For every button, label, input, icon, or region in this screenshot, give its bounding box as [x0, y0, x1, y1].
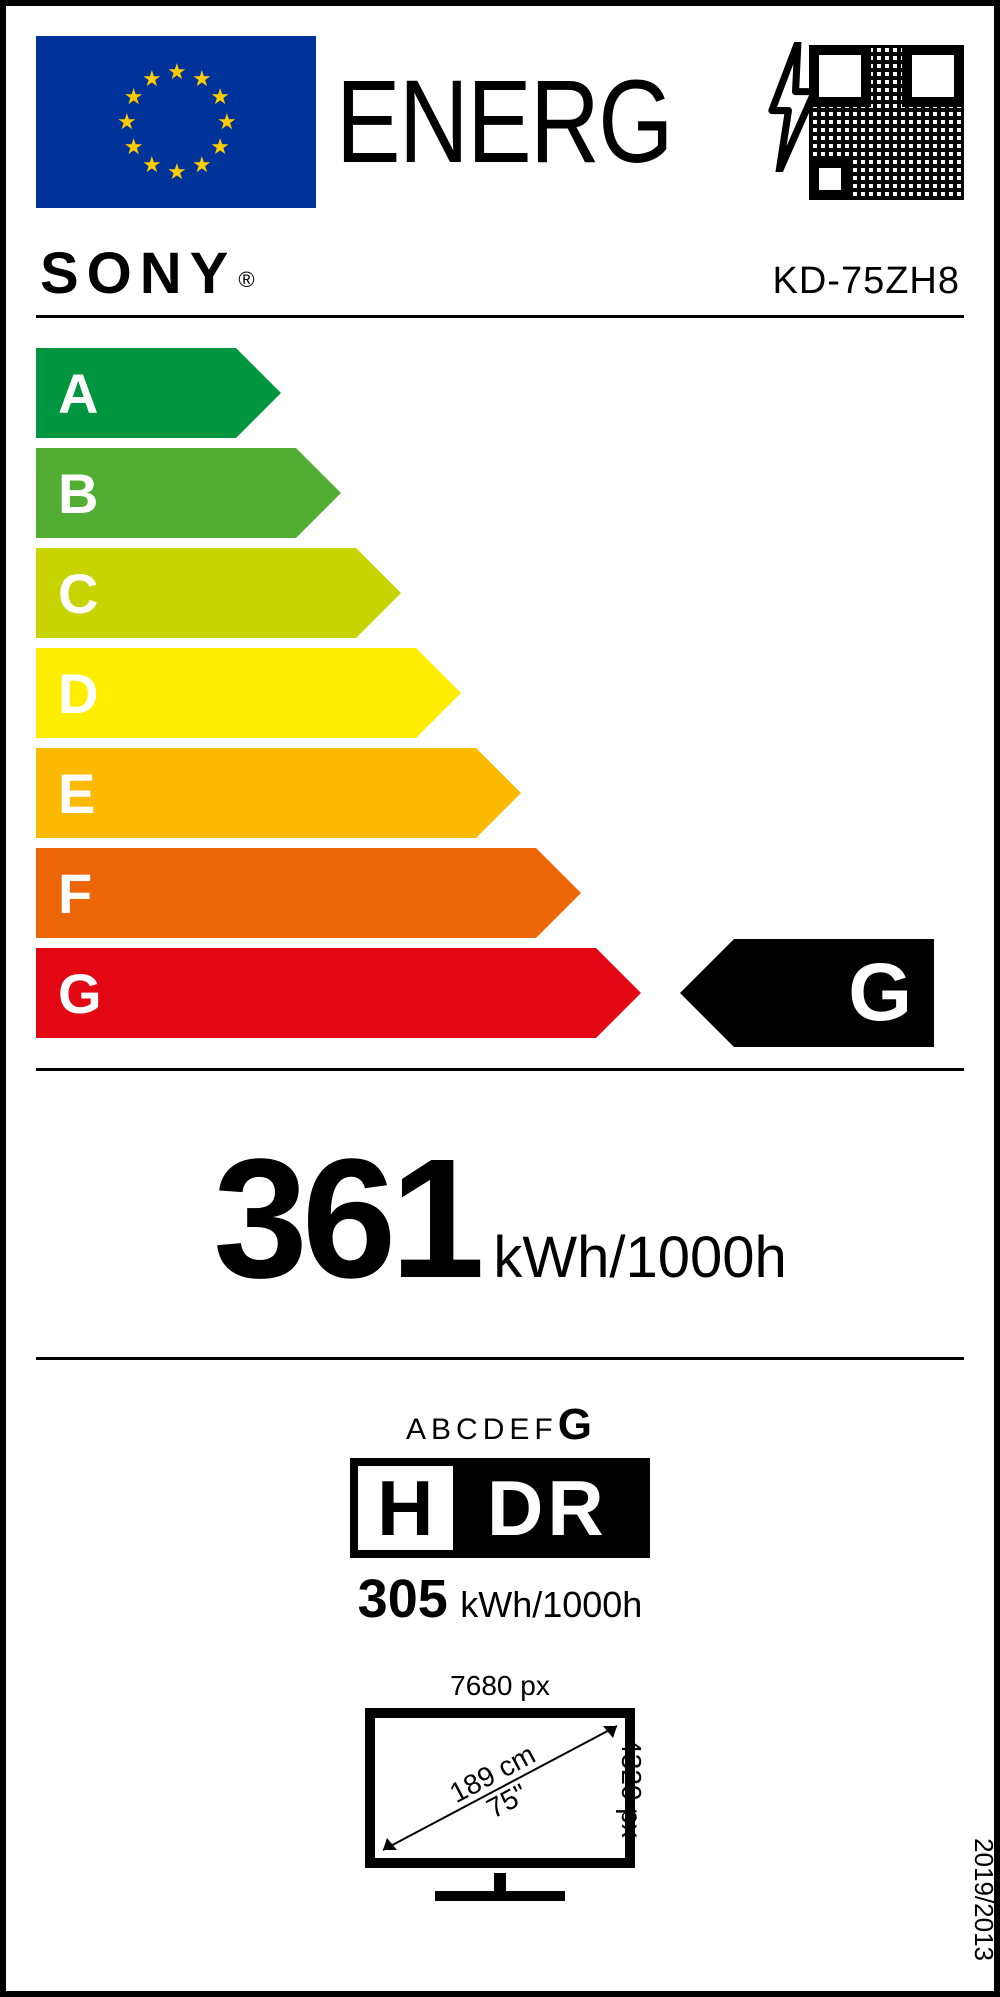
brand-name: SONY®	[40, 240, 255, 307]
hdr-consumption-unit: kWh/1000h	[460, 1584, 642, 1625]
consumption-unit: kWh/1000h	[493, 1224, 786, 1291]
energy-class-g: GG	[36, 948, 964, 1038]
screen-icon: 189 cm 75"	[365, 1708, 635, 1868]
screen-width-px: 7680 px	[365, 1670, 635, 1702]
consumption-main: 361 kWh/1000h	[6, 1071, 994, 1357]
screen-height-px: 4320 px	[615, 1738, 647, 1838]
consumption-value: 361	[213, 1121, 479, 1317]
model-number: KD-75ZH8	[773, 260, 961, 303]
energy-class-d: D	[36, 648, 964, 738]
energy-class-c: C	[36, 548, 964, 638]
screen-base-icon	[435, 1891, 565, 1901]
energy-class-letter: E	[58, 761, 95, 826]
energy-class-letter: B	[58, 461, 98, 526]
energy-class-letter: D	[58, 661, 98, 726]
header: ★★★★★★★★★★★★ ENERG	[6, 6, 994, 218]
hdr-consumption-value: 305	[358, 1569, 448, 1629]
registered-icon: ®	[238, 267, 254, 292]
energy-class-letter: F	[58, 861, 92, 926]
hdr-consumption: 305 kWh/1000h	[36, 1568, 964, 1630]
energy-scale: ABCDEFGG	[6, 318, 994, 1048]
energy-class-letter: A	[58, 361, 98, 426]
energy-class-f: F	[36, 848, 964, 938]
screen-specs: 7680 px 189 cm 75" 4320 px	[6, 1640, 994, 1921]
selected-rating-letter: G	[848, 946, 912, 1040]
regulation-number: 2019/2013	[968, 1838, 999, 1961]
energy-class-letter: G	[58, 961, 102, 1026]
hdr-badge-icon: H DR	[350, 1458, 650, 1558]
screen-stand-icon	[494, 1873, 506, 1891]
energy-class-a: A	[36, 348, 964, 438]
qr-code-icon	[809, 45, 964, 200]
hdr-scale: ABCDEFG	[36, 1400, 964, 1450]
brand-row: SONY® KD-75ZH8	[6, 218, 994, 315]
energy-class-b: B	[36, 448, 964, 538]
energy-title: ENERG	[336, 54, 672, 190]
selected-rating-indicator: G	[734, 939, 934, 1047]
energy-class-letter: C	[58, 561, 98, 626]
energy-class-e: E	[36, 748, 964, 838]
hdr-section: ABCDEFG H DR 305 kWh/1000h	[6, 1360, 994, 1640]
eu-flag-icon: ★★★★★★★★★★★★	[36, 36, 316, 208]
